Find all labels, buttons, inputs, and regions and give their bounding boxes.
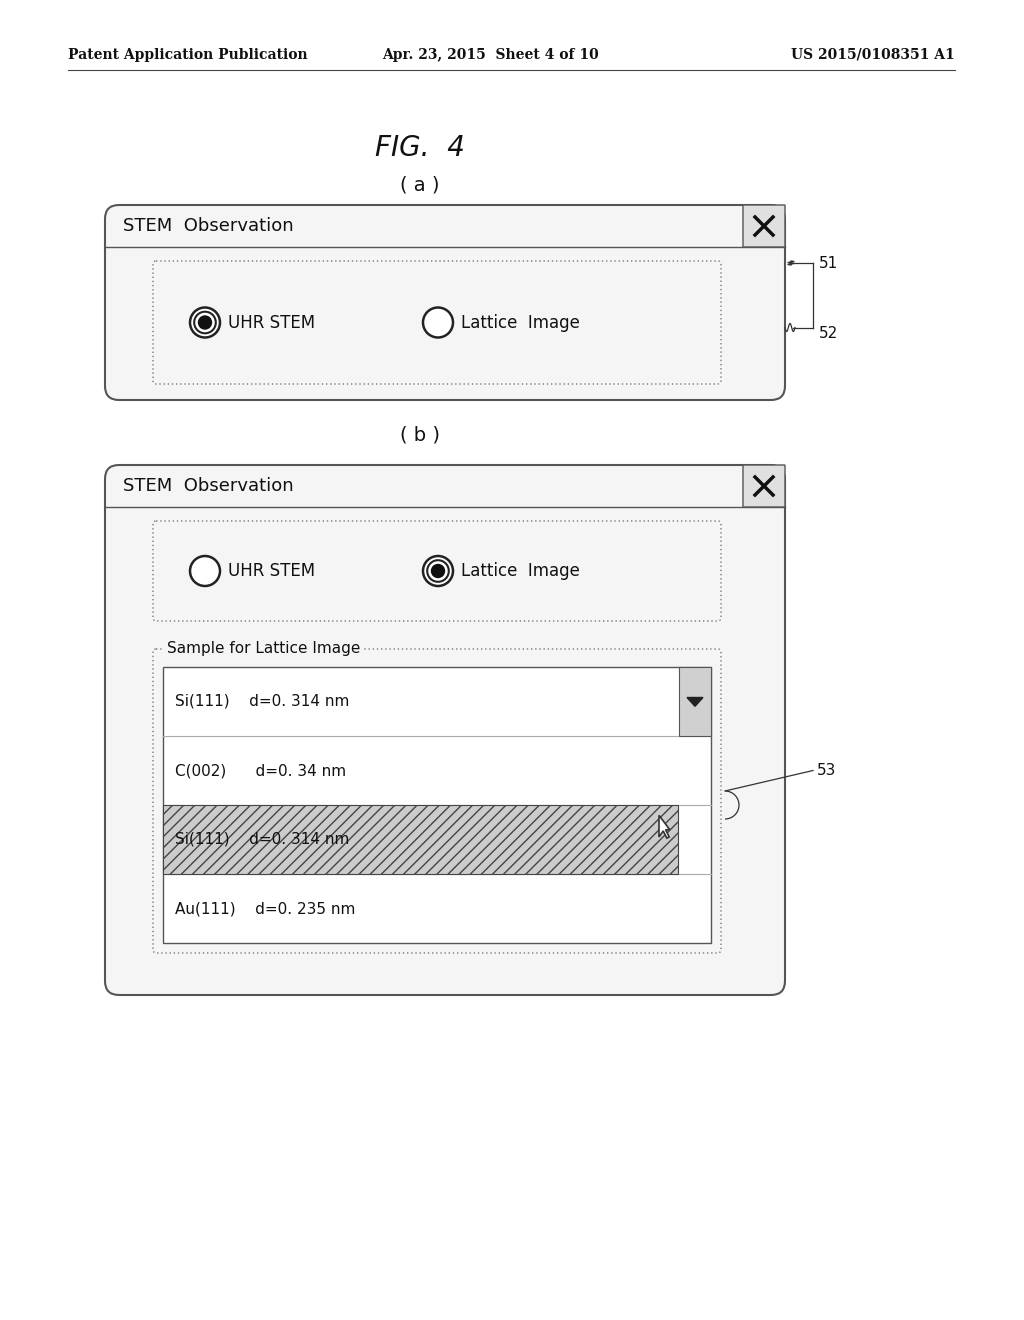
Polygon shape (687, 697, 703, 706)
Text: Lattice  Image: Lattice Image (461, 314, 580, 331)
Text: Apr. 23, 2015  Sheet 4 of 10: Apr. 23, 2015 Sheet 4 of 10 (382, 48, 598, 62)
Text: ( a ): ( a ) (400, 176, 439, 194)
Text: C(002)      d=0. 34 nm: C(002) d=0. 34 nm (175, 763, 346, 777)
Circle shape (423, 308, 453, 338)
FancyBboxPatch shape (105, 205, 785, 400)
Bar (163, 805, 678, 874)
Text: Si(111)    d=0. 314 nm: Si(111) d=0. 314 nm (175, 832, 349, 847)
Bar (163, 667, 711, 942)
Circle shape (190, 308, 220, 338)
Polygon shape (659, 816, 670, 838)
Text: STEM  Observation: STEM Observation (123, 216, 294, 235)
Circle shape (198, 315, 212, 330)
Circle shape (423, 556, 453, 586)
Text: Si(111)    d=0. 314 nm: Si(111) d=0. 314 nm (175, 694, 349, 709)
Text: Sample for Lattice Image: Sample for Lattice Image (167, 642, 360, 656)
Text: Lattice  Image: Lattice Image (461, 562, 580, 579)
Text: 51: 51 (819, 256, 839, 271)
Text: 52: 52 (819, 326, 839, 341)
Bar (679, 667, 711, 737)
Text: 53: 53 (817, 763, 837, 777)
Text: FIG.  4: FIG. 4 (375, 135, 465, 162)
Text: ( b ): ( b ) (400, 425, 440, 445)
Text: US 2015/0108351 A1: US 2015/0108351 A1 (792, 48, 955, 62)
Text: STEM  Observation: STEM Observation (123, 477, 294, 495)
Text: UHR STEM: UHR STEM (228, 314, 315, 331)
Circle shape (190, 556, 220, 586)
FancyBboxPatch shape (743, 465, 785, 507)
Text: Patent Application Publication: Patent Application Publication (68, 48, 307, 62)
Circle shape (431, 564, 445, 578)
FancyBboxPatch shape (743, 205, 785, 247)
Text: Au(111)    d=0. 235 nm: Au(111) d=0. 235 nm (175, 902, 355, 916)
Text: UHR STEM: UHR STEM (228, 562, 315, 579)
FancyBboxPatch shape (105, 465, 785, 995)
